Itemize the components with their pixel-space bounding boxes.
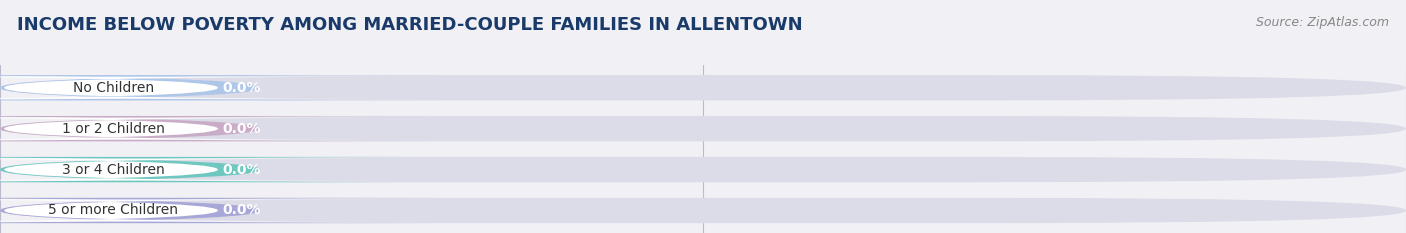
Text: Source: ZipAtlas.com: Source: ZipAtlas.com <box>1256 16 1389 29</box>
Text: No Children: No Children <box>73 81 153 95</box>
Text: 0.0%: 0.0% <box>222 203 262 217</box>
FancyBboxPatch shape <box>0 118 384 140</box>
FancyBboxPatch shape <box>0 158 384 181</box>
FancyBboxPatch shape <box>0 75 436 100</box>
FancyBboxPatch shape <box>0 157 1406 182</box>
FancyBboxPatch shape <box>0 77 384 99</box>
Text: 0.0%: 0.0% <box>222 81 262 95</box>
Text: 0.0%: 0.0% <box>222 163 262 177</box>
FancyBboxPatch shape <box>0 116 436 141</box>
Text: 5 or more Children: 5 or more Children <box>48 203 179 217</box>
Text: 1 or 2 Children: 1 or 2 Children <box>62 122 165 136</box>
FancyBboxPatch shape <box>0 116 1406 141</box>
FancyBboxPatch shape <box>0 198 436 223</box>
Text: INCOME BELOW POVERTY AMONG MARRIED-COUPLE FAMILIES IN ALLENTOWN: INCOME BELOW POVERTY AMONG MARRIED-COUPL… <box>17 16 803 34</box>
FancyBboxPatch shape <box>0 198 1406 223</box>
FancyBboxPatch shape <box>0 75 1406 100</box>
Text: 3 or 4 Children: 3 or 4 Children <box>62 163 165 177</box>
FancyBboxPatch shape <box>0 199 384 222</box>
FancyBboxPatch shape <box>0 157 436 182</box>
Text: 0.0%: 0.0% <box>222 122 262 136</box>
